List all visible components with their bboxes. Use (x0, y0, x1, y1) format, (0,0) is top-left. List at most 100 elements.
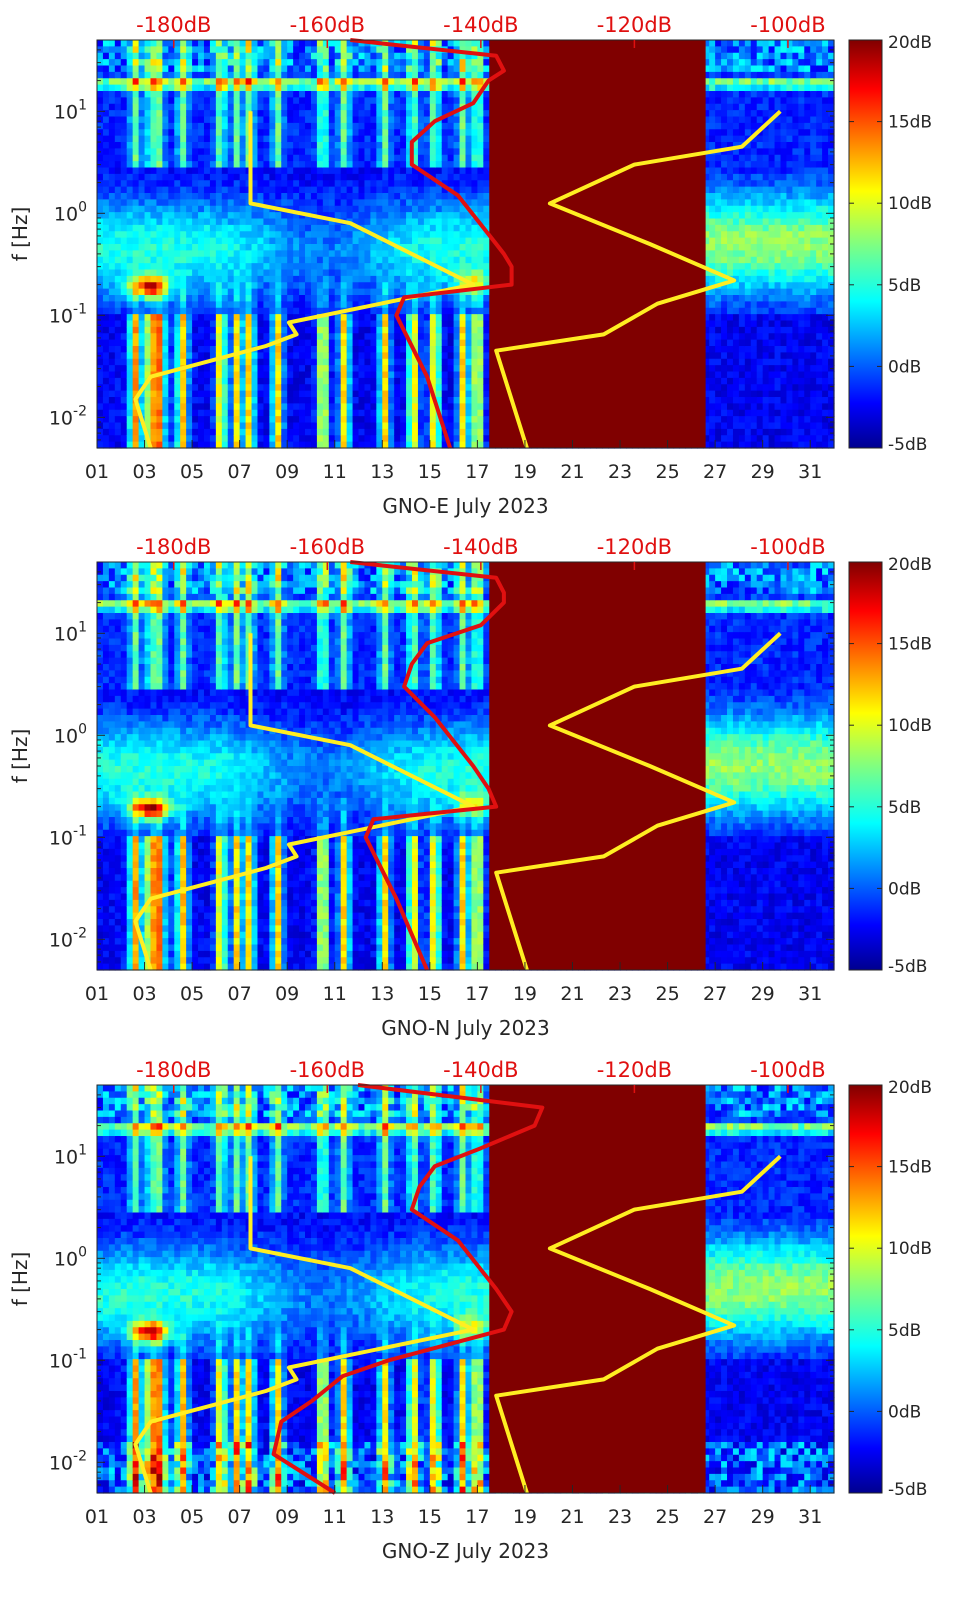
heatmap-cell (162, 333, 169, 341)
heatmap-cell (429, 122, 437, 130)
heatmap-cell (310, 422, 318, 430)
heatmap-cell (126, 428, 134, 436)
heatmap-cell (299, 416, 306, 424)
heatmap-cell (293, 282, 300, 290)
heatmap-cell (352, 384, 360, 392)
heatmap-cell (316, 205, 324, 213)
heatmap-cell (275, 326, 282, 334)
heatmap-cell (394, 167, 401, 175)
heatmap-cell (465, 135, 473, 143)
heatmap-cell (465, 320, 473, 328)
heatmap-cell (209, 397, 217, 404)
heatmap-cell (358, 403, 366, 411)
heatmap-cell (406, 365, 413, 373)
heatmap-cell (394, 390, 401, 398)
heatmap-cell (251, 122, 259, 130)
heatmap-cell (215, 428, 223, 436)
heatmap-cell (186, 256, 193, 264)
heatmap-cell (287, 237, 294, 245)
heatmap-cell (198, 110, 205, 118)
heatmap-cell (429, 103, 437, 111)
heatmap-cell (102, 320, 110, 328)
heatmap-cell (382, 59, 389, 67)
heatmap-cell (429, 320, 437, 328)
heatmap-cell (203, 116, 211, 124)
heatmap-cell (174, 244, 181, 251)
heatmap-cell (376, 320, 383, 328)
heatmap-cell (221, 326, 229, 334)
heatmap-cell (108, 148, 116, 156)
heatmap-cell (370, 256, 377, 264)
heatmap-cell (192, 237, 199, 245)
heatmap-cell (435, 224, 443, 232)
heatmap-cell (346, 435, 354, 443)
heatmap-cell (132, 358, 140, 366)
heatmap-cell (382, 167, 389, 175)
heatmap-cell (376, 435, 383, 443)
heatmap-cell (269, 409, 276, 417)
heatmap-cell (429, 365, 437, 373)
heatmap-cell (453, 320, 461, 328)
heatmap-cell (132, 142, 140, 149)
heatmap-cell (287, 269, 294, 277)
heatmap-cell (364, 154, 371, 162)
heatmap-cell (257, 231, 265, 239)
heatmap-cell (108, 97, 116, 105)
heatmap-cell (441, 237, 449, 245)
heatmap-cell (459, 352, 467, 360)
heatmap-cell (423, 326, 431, 334)
heatmap-cell (417, 78, 425, 86)
heatmap-cell (299, 116, 306, 124)
heatmap-cell (257, 173, 265, 181)
heatmap-cell (417, 231, 425, 239)
heatmap-cell (227, 441, 235, 449)
heatmap-cell (138, 180, 146, 188)
heatmap-cell (364, 282, 371, 290)
heatmap-cell (388, 295, 395, 302)
heatmap-cell (453, 428, 461, 436)
heatmap-cell (388, 422, 395, 430)
heatmap-cell (156, 122, 163, 130)
heatmap-cell (305, 301, 312, 309)
heatmap-cell (346, 122, 354, 130)
heatmap-cell (227, 199, 235, 207)
heatmap-cell (287, 84, 294, 92)
heatmap-cell (287, 409, 294, 417)
heatmap-cell (412, 365, 419, 373)
heatmap-cell (108, 167, 116, 175)
heatmap-cell (417, 244, 425, 251)
heatmap-cell (316, 295, 324, 302)
heatmap-cell (198, 256, 205, 264)
heatmap-cell (198, 282, 205, 290)
heatmap-cell (328, 377, 336, 385)
heatmap-cell (447, 333, 455, 341)
heatmap-cell (198, 59, 205, 67)
heatmap-cell (239, 275, 247, 283)
heatmap-cell (465, 416, 473, 424)
heatmap-cell (382, 154, 389, 162)
heatmap-cell (198, 435, 205, 443)
heatmap-cell (441, 403, 449, 411)
heatmap-cell (186, 186, 193, 194)
heatmap-cell (114, 282, 122, 290)
heatmap-cell (477, 314, 484, 322)
heatmap-cell (251, 263, 259, 271)
heatmap-cell (441, 409, 449, 417)
heatmap-cell (192, 263, 199, 271)
heatmap-cell (180, 416, 187, 424)
heatmap-cell (435, 358, 443, 366)
heatmap-cell (168, 205, 175, 213)
heatmap-cell (477, 346, 484, 353)
heatmap-cell (281, 441, 288, 449)
heatmap-cell (429, 142, 437, 149)
heatmap-cell (310, 237, 318, 245)
heatmap-cell (310, 91, 318, 98)
heatmap-cell (352, 129, 360, 137)
heatmap-cell (471, 46, 478, 54)
heatmap-cell (120, 263, 128, 271)
heatmap-cell (257, 71, 265, 79)
heatmap-cell (150, 40, 158, 47)
heatmap-cell (429, 116, 437, 124)
heatmap-cell (435, 275, 443, 283)
heatmap-cell (126, 186, 134, 194)
